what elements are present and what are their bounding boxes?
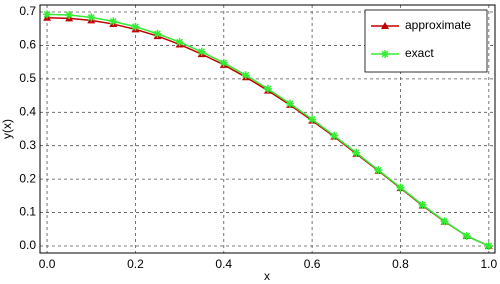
x-tick-label: 1.0 — [480, 257, 497, 271]
x-tick-label: 0.6 — [304, 257, 321, 271]
y-tick-label: 0.3 — [19, 138, 36, 152]
x-tick-label: 0.2 — [127, 257, 144, 271]
x-tick-label: 0.4 — [215, 257, 232, 271]
marker — [308, 115, 317, 124]
y-tick-label: 0.0 — [19, 238, 36, 252]
marker — [381, 50, 389, 58]
legend-label: exact — [405, 46, 434, 60]
x-axis-label: x — [264, 269, 270, 283]
marker — [43, 10, 52, 19]
marker — [462, 231, 471, 240]
plot-frame — [39, 4, 496, 254]
y-tick-label: 0.7 — [19, 4, 36, 18]
y-axis-label: y(x) — [0, 119, 14, 139]
marker — [175, 38, 184, 47]
y-tick-label: 0.5 — [19, 71, 36, 85]
marker — [219, 58, 228, 67]
marker — [484, 241, 493, 250]
y-tick-label: 0.4 — [19, 104, 36, 118]
x-tick-label: 0.8 — [392, 257, 409, 271]
y-tick-label: 0.1 — [19, 205, 36, 219]
marker — [396, 183, 405, 192]
marker — [197, 47, 206, 56]
marker — [330, 131, 339, 140]
marker — [109, 17, 118, 26]
legend-label: approximate — [405, 18, 471, 32]
marker — [241, 71, 250, 80]
y-tick-label: 0.2 — [19, 171, 36, 185]
marker — [352, 148, 361, 157]
marker — [131, 22, 140, 31]
legend-box — [364, 9, 488, 73]
marker — [381, 22, 389, 29]
x-tick-label: 0.0 — [39, 257, 56, 271]
marker — [87, 13, 96, 22]
marker — [65, 11, 74, 20]
marker — [440, 217, 449, 226]
marker — [153, 29, 162, 38]
y-tick-label: 0.6 — [19, 38, 36, 52]
marker — [286, 99, 295, 108]
marker — [374, 166, 383, 175]
marker — [418, 200, 427, 209]
marker — [263, 84, 272, 93]
